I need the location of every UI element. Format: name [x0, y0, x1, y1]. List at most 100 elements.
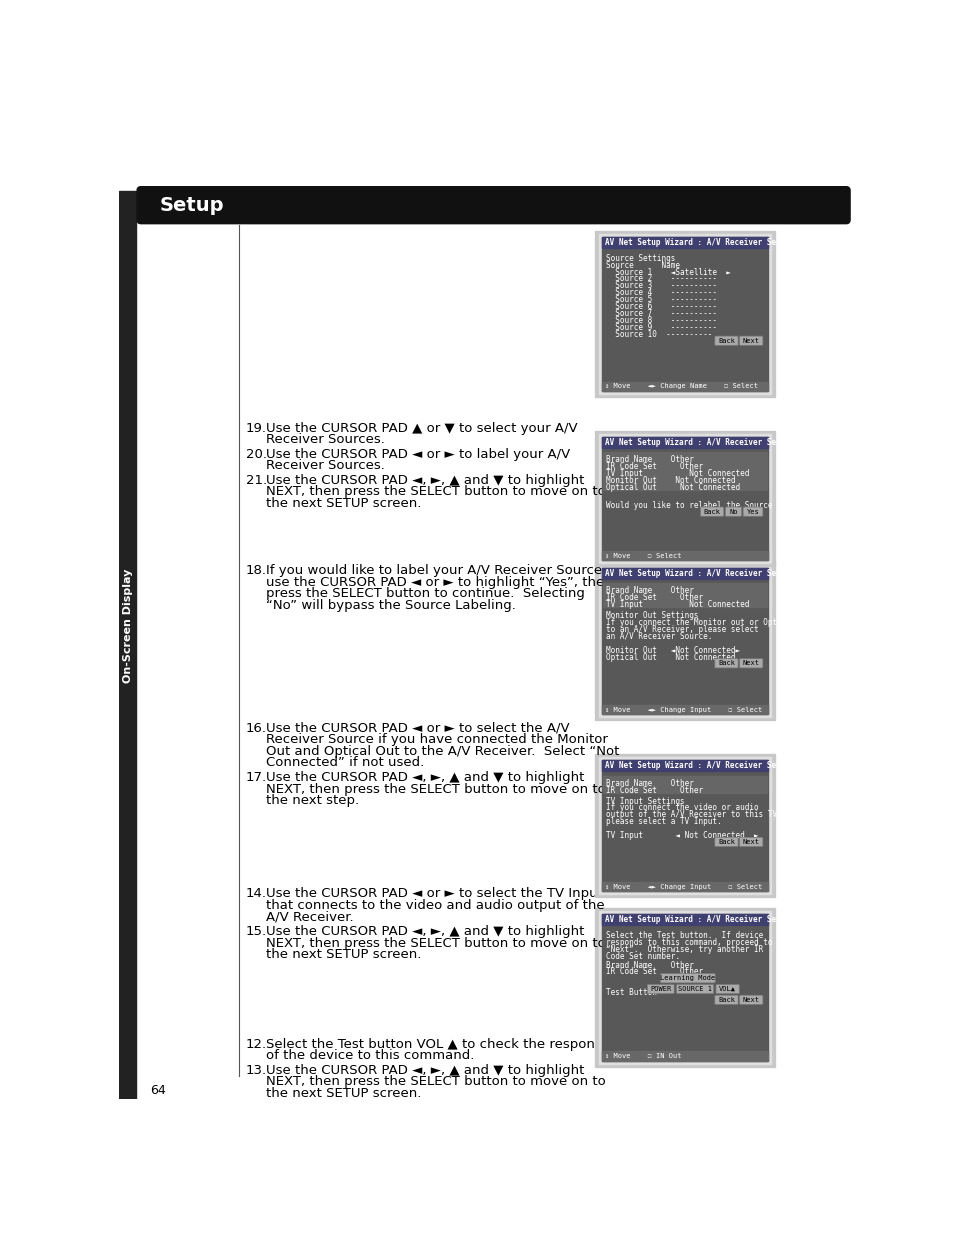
Text: “Next”.  Otherwise, try another IR: “Next”. Otherwise, try another IR [606, 945, 762, 955]
Text: Source 6    ----------: Source 6 ---------- [606, 303, 717, 311]
Text: Use the CURSOR PAD ◄ or ► to label your A/V: Use the CURSOR PAD ◄ or ► to label your … [266, 448, 570, 461]
Text: ↕ Move    ☐ IN Out: ↕ Move ☐ IN Out [604, 1053, 680, 1060]
Bar [602, 583, 766, 608]
Text: Yes: Yes [746, 509, 759, 515]
Text: 19.: 19. [245, 421, 266, 435]
Text: Use the CURSOR PAD ◄, ►, ▲ and ▼ to highlight: Use the CURSOR PAD ◄, ►, ▲ and ▼ to high… [266, 1063, 584, 1077]
Text: Brand Name    Other: Brand Name Other [606, 587, 694, 595]
FancyBboxPatch shape [714, 658, 738, 668]
Text: NEXT, then press the SELECT button to move on to: NEXT, then press the SELECT button to mo… [266, 1076, 605, 1088]
Bar [602, 776, 766, 793]
Text: AV Net Setup Wizard : A/V Receiver Setup: AV Net Setup Wizard : A/V Receiver Setup [604, 915, 789, 924]
Bar [601, 761, 767, 771]
FancyBboxPatch shape [700, 508, 723, 516]
Text: press the SELECT button to continue.  Selecting: press the SELECT button to continue. Sel… [266, 587, 585, 600]
Text: Connected” if not used.: Connected” if not used. [266, 757, 424, 769]
Text: 20.: 20. [245, 448, 266, 461]
Text: SOURCE 1: SOURCE 1 [678, 986, 711, 992]
Text: please select a TV Input.: please select a TV Input. [606, 818, 721, 826]
Text: Source 4    ----------: Source 4 ---------- [606, 288, 717, 298]
Text: Source 5    ----------: Source 5 ---------- [606, 295, 717, 304]
Text: “No” will bypass the Source Labeling.: “No” will bypass the Source Labeling. [266, 599, 516, 611]
Text: AV Net Setup Wizard : A/V Receiver Setup: AV Net Setup Wizard : A/V Receiver Setup [604, 438, 789, 447]
FancyBboxPatch shape [659, 973, 715, 983]
Text: Source 8    ----------: Source 8 ---------- [606, 316, 717, 325]
Text: Back: Back [718, 337, 734, 343]
Bar [601, 761, 767, 892]
Text: Receiver Sources.: Receiver Sources. [266, 433, 385, 446]
FancyBboxPatch shape [742, 508, 762, 516]
FancyBboxPatch shape [714, 837, 738, 846]
Text: Source 9    ----------: Source 9 ---------- [606, 324, 717, 332]
Text: Source 2    ----------: Source 2 ---------- [606, 274, 717, 284]
FancyBboxPatch shape [724, 508, 740, 516]
Text: the next step.: the next step. [266, 794, 359, 808]
Text: Use the CURSOR PAD ◄ or ► to select the A/V: Use the CURSOR PAD ◄ or ► to select the … [266, 721, 570, 735]
FancyBboxPatch shape [714, 995, 738, 1004]
Text: A/V Receiver.: A/V Receiver. [266, 910, 354, 924]
Text: Optical Out     Not Connected: Optical Out Not Connected [606, 483, 740, 493]
FancyBboxPatch shape [714, 336, 738, 346]
Text: VOL▲: VOL▲ [719, 986, 736, 992]
Bar [598, 911, 771, 1063]
Text: If you connect the video or audio: If you connect the video or audio [606, 804, 759, 813]
Text: AV Net Setup Wizard : A/V Receiver Setup: AV Net Setup Wizard : A/V Receiver Setup [604, 569, 789, 578]
FancyBboxPatch shape [676, 984, 713, 994]
Text: NEXT, then press the SELECT button to move on to: NEXT, then press the SELECT button to mo… [266, 485, 605, 499]
Text: to an A/V Receiver, please select: to an A/V Receiver, please select [606, 625, 759, 634]
FancyBboxPatch shape [739, 837, 762, 846]
Bar [119, 190, 136, 1099]
Bar [601, 437, 767, 448]
Text: the next SETUP screen.: the next SETUP screen. [266, 496, 421, 510]
Text: ↕ Move    ◄► Change Input    ☐ Select: ↕ Move ◄► Change Input ☐ Select [604, 883, 761, 889]
Text: Next: Next [742, 997, 759, 1003]
FancyBboxPatch shape [739, 658, 762, 668]
Text: Source 7    ----------: Source 7 ---------- [606, 309, 717, 319]
Bar [598, 233, 771, 394]
Text: Use the CURSOR PAD ◄, ►, ▲ and ▼ to highlight: Use the CURSOR PAD ◄, ►, ▲ and ▼ to high… [266, 925, 584, 939]
Text: IR Code Set     Other: IR Code Set Other [606, 785, 702, 795]
Text: 64: 64 [150, 1084, 166, 1097]
Text: responds to this command, proceed to: responds to this command, proceed to [606, 939, 772, 947]
Bar [601, 237, 767, 390]
Text: Next: Next [742, 839, 759, 845]
Text: an A/V Receiver Source.: an A/V Receiver Source. [606, 632, 712, 641]
Text: Test Button: Test Button [606, 988, 657, 998]
Bar [598, 564, 771, 718]
Bar [601, 568, 767, 714]
Text: IR Code Set     Other: IR Code Set Other [606, 967, 702, 977]
Bar [601, 437, 767, 561]
Text: Receiver Source if you have connected the Monitor: Receiver Source if you have connected th… [266, 734, 608, 746]
Text: Out and Optical Out to the A/V Receiver.  Select “Not: Out and Optical Out to the A/V Receiver.… [266, 745, 619, 758]
Text: NEXT, then press the SELECT button to move on to: NEXT, then press the SELECT button to mo… [266, 783, 605, 795]
Text: AV Net Setup Wizard : A/V Receiver Setup: AV Net Setup Wizard : A/V Receiver Setup [604, 761, 789, 771]
Text: IR Code Set     Other: IR Code Set Other [606, 462, 702, 472]
Text: TV Input       ◄ Not Connected  ►: TV Input ◄ Not Connected ► [606, 831, 759, 840]
Text: 13.: 13. [245, 1063, 267, 1077]
Text: Monitor Out   ◄Not Connected►: Monitor Out ◄Not Connected► [606, 646, 740, 655]
Text: TV Input          Not Connected: TV Input Not Connected [606, 469, 749, 478]
Text: If you would like to label your A/V Receiver Source,: If you would like to label your A/V Rece… [266, 564, 606, 577]
Text: AV Net Setup Wizard : A/V Receiver Setup: AV Net Setup Wizard : A/V Receiver Setup [604, 237, 789, 247]
Text: Use the CURSOR PAD ◄, ►, ▲ and ▼ to highlight: Use the CURSOR PAD ◄, ►, ▲ and ▼ to high… [266, 474, 584, 487]
Text: Next: Next [742, 337, 759, 343]
Text: Optical Out    Not Connected: Optical Out Not Connected [606, 652, 735, 662]
Text: Use the CURSOR PAD ◄ or ► to select the TV Input: Use the CURSOR PAD ◄ or ► to select the … [266, 888, 602, 900]
Text: ↕ Move    ☐ Select: ↕ Move ☐ Select [604, 552, 680, 558]
Text: Back: Back [718, 839, 734, 845]
Text: 21.: 21. [245, 474, 267, 487]
Text: No: No [728, 509, 737, 515]
Text: On-Screen Display: On-Screen Display [123, 568, 132, 683]
Text: ↕ Move    ◄► Change Input    ☐ Select: ↕ Move ◄► Change Input ☐ Select [604, 706, 761, 713]
Bar [601, 705, 767, 714]
Text: Source Settings: Source Settings [606, 253, 675, 263]
Bar [595, 908, 774, 1067]
Text: Would you like to relabel the Source buttons?: Would you like to relabel the Source but… [606, 501, 814, 510]
Text: Next: Next [742, 661, 759, 667]
Text: Use the CURSOR PAD ◄, ►, ▲ and ▼ to highlight: Use the CURSOR PAD ◄, ►, ▲ and ▼ to high… [266, 771, 584, 784]
Text: that connects to the video and audio output of the: that connects to the video and audio out… [266, 899, 604, 911]
Text: If you connect the Monitor out or Optical out: If you connect the Monitor out or Optica… [606, 618, 814, 627]
Text: use the CURSOR PAD ◄ or ► to highlight “Yes”, then: use the CURSOR PAD ◄ or ► to highlight “… [266, 576, 613, 589]
Bar [601, 882, 767, 892]
Text: NEXT, then press the SELECT button to move on to: NEXT, then press the SELECT button to mo… [266, 936, 605, 950]
